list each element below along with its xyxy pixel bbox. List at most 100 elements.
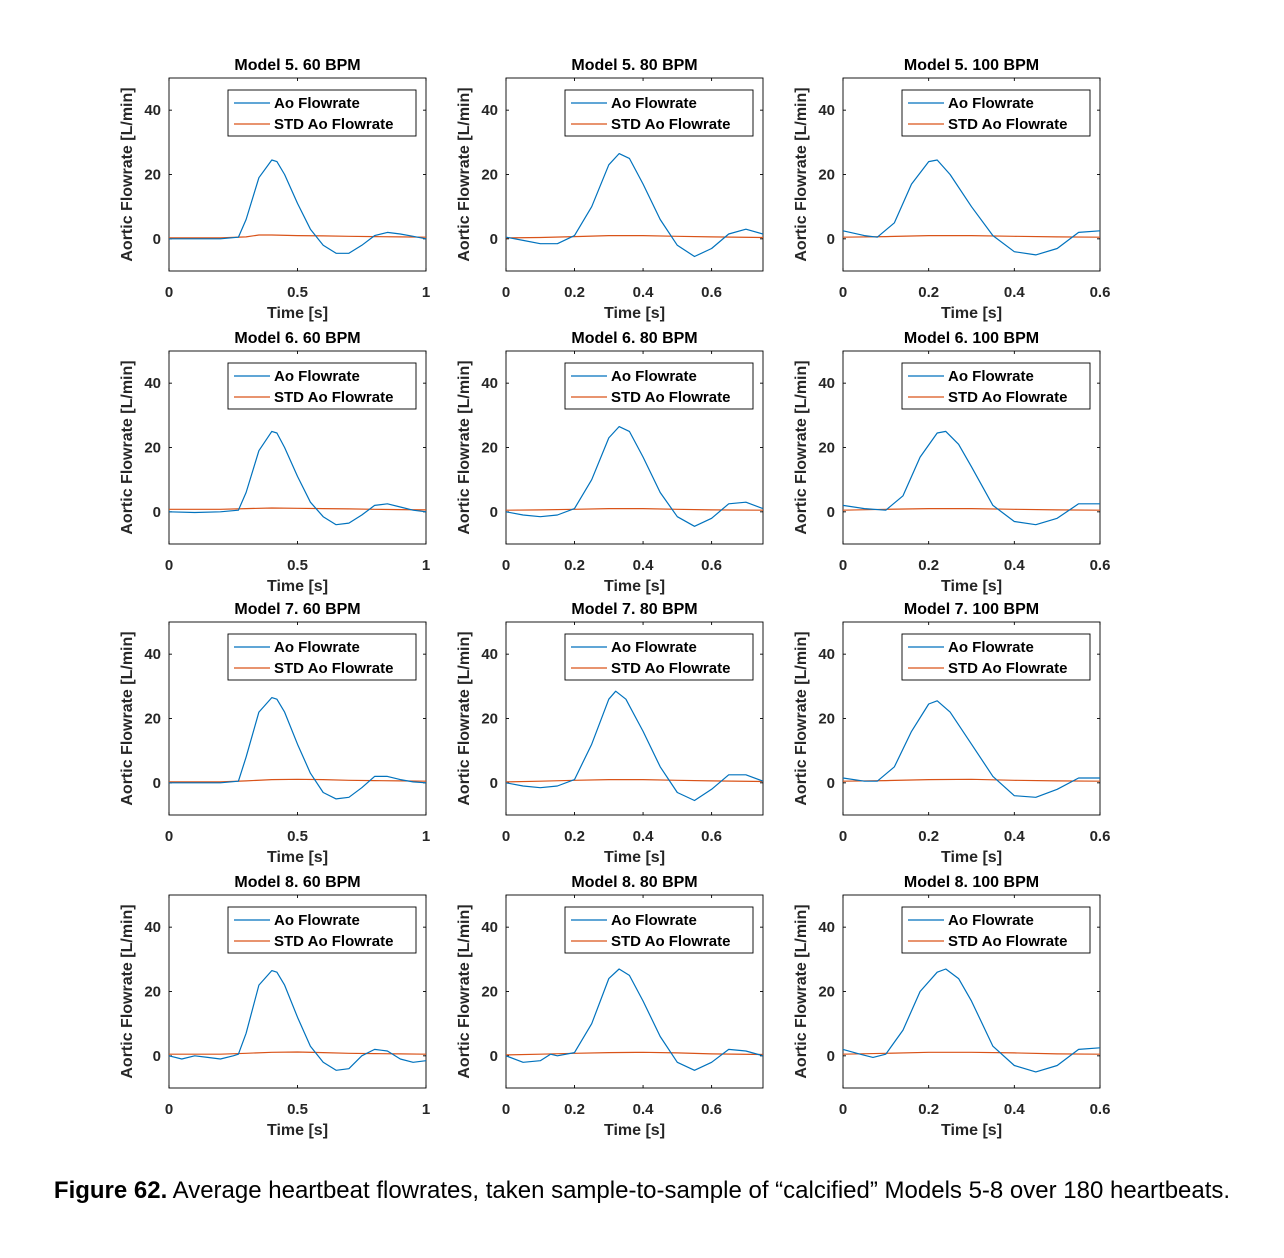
y-tick-label: 0 <box>490 775 498 792</box>
y-tick-label: 0 <box>153 231 161 248</box>
legend-label: STD Ao Flowrate <box>611 933 730 950</box>
x-axis-label: Time [s] <box>941 578 1002 595</box>
y-axis-label: Aortic Flowrate [L/min] <box>119 87 136 261</box>
legend-label: STD Ao Flowrate <box>274 933 393 950</box>
subplot-9: 0 0.2 0.4 0.6 0 20 40 Model 7. 100 BPM Time [s] A… <box>793 601 1110 866</box>
x-tick-label: 0.4 <box>633 1101 655 1118</box>
x-tick-label: 0.5 <box>287 828 308 845</box>
legend-box <box>901 633 1091 681</box>
x-tick-label: 0.5 <box>287 1101 308 1118</box>
series-line-ao-flowrate <box>842 430 1100 526</box>
x-tick-label: 0.2 <box>918 284 939 301</box>
subplot-title: Model 7. 100 BPM <box>904 601 1039 618</box>
y-tick-label: 20 <box>481 440 498 457</box>
y-tick-label: 40 <box>818 102 835 119</box>
subplot-title: Model 8. 80 BPM <box>571 874 697 891</box>
subplot-12: 0 0.2 0.4 0.6 0 20 40 Model 8. 100 BPM Time [s] A… <box>793 874 1110 1139</box>
x-tick-label: 0.4 <box>1004 1101 1026 1118</box>
x-tick-label: 0.2 <box>918 1101 939 1118</box>
legend: Ao Flowrate STD Ao Flowrate <box>901 362 1091 410</box>
y-tick-label: 40 <box>481 102 498 119</box>
subplot-7: 0 0.5 1 0 20 40 Model 7. 60 BPM Time [s] Aortic … <box>119 601 430 866</box>
series-line-ao-flowrate <box>842 968 1101 1073</box>
x-axis-label: Time [s] <box>267 849 328 866</box>
y-tick-label: 0 <box>490 504 498 521</box>
subplot-title: Model 6. 80 BPM <box>571 330 697 347</box>
series-line-ao-flowrate <box>505 153 764 258</box>
legend: Ao Flowrate STD Ao Flowrate <box>564 633 754 681</box>
series-line-ao-flowrate <box>169 696 427 800</box>
y-axis-label: Aortic Flowrate [L/min] <box>119 631 136 805</box>
caption-text: Average heartbeat flowrates, taken sampl… <box>172 1177 1231 1204</box>
y-tick-label: 40 <box>818 375 835 392</box>
x-tick-label: 0.2 <box>564 284 585 301</box>
legend: Ao Flowrate STD Ao Flowrate <box>227 89 417 137</box>
y-tick-label: 20 <box>144 440 161 457</box>
y-tick-label: 20 <box>481 167 498 184</box>
x-axis-label: Time [s] <box>604 849 665 866</box>
x-tick-label: 0.2 <box>918 828 939 845</box>
x-tick-label: 0 <box>839 557 847 574</box>
y-tick-label: 40 <box>481 919 498 936</box>
subplot-8: 0 0.2 0.4 0.6 0 20 40 Model 7. 80 BPM Time [s] Ao… <box>456 601 764 866</box>
legend-label: STD Ao Flowrate <box>274 116 393 133</box>
x-axis-label: Time [s] <box>941 849 1002 866</box>
subplot-4: 0 0.5 1 0 20 40 Model 6. 60 BPM Time [s] Aortic … <box>119 330 430 595</box>
legend-label: STD Ao Flowrate <box>274 389 393 406</box>
y-tick-label: 40 <box>818 919 835 936</box>
series-line-ao-flowrate <box>842 700 1100 798</box>
subplot-title: Model 8. 100 BPM <box>904 874 1039 891</box>
y-tick-label: 0 <box>490 1048 498 1065</box>
y-tick-label: 20 <box>818 440 835 457</box>
subplot-11: 0 0.2 0.4 0.6 0 20 40 Model 8. 80 BPM Time [s] Ao… <box>456 874 764 1139</box>
x-tick-label: 0 <box>502 284 510 301</box>
series-line-std-ao-flowrate <box>505 1051 764 1056</box>
x-axis-label: Time [s] <box>267 1122 328 1139</box>
legend: Ao Flowrate STD Ao Flowrate <box>901 633 1091 681</box>
x-tick-label: 0.6 <box>701 828 722 845</box>
x-tick-label: 0.4 <box>1004 284 1026 301</box>
legend-label: Ao Flowrate <box>274 95 360 112</box>
x-tick-label: 0.2 <box>564 828 585 845</box>
y-axis-label: Aortic Flowrate [L/min] <box>456 904 473 1078</box>
legend-box <box>564 362 754 410</box>
legend-label: Ao Flowrate <box>611 639 697 656</box>
series-line-std-ao-flowrate <box>505 235 764 239</box>
y-axis-label: Aortic Flowrate [L/min] <box>119 904 136 1078</box>
figure-caption: Figure 62. Average heartbeat flowrates, … <box>0 1176 1284 1205</box>
series-line-std-ao-flowrate <box>505 778 764 783</box>
legend-label: Ao Flowrate <box>948 95 1034 112</box>
subplot-title: Model 7. 80 BPM <box>571 601 697 618</box>
subplot-10: 0 0.5 1 0 20 40 Model 8. 60 BPM Time [s] Aortic … <box>119 874 430 1139</box>
y-axis-label: Aortic Flowrate [L/min] <box>456 360 473 534</box>
legend-label: STD Ao Flowrate <box>611 116 730 133</box>
x-tick-label: 0.6 <box>1090 284 1111 301</box>
series-line-std-ao-flowrate <box>505 508 764 511</box>
x-tick-label: 0 <box>839 284 847 301</box>
y-tick-label: 20 <box>481 984 498 1001</box>
series-line-ao-flowrate <box>505 426 764 527</box>
subplot-title: Model 5. 100 BPM <box>904 57 1039 74</box>
subplot-6: 0 0.2 0.4 0.6 0 20 40 Model 6. 100 BPM Time [s] A… <box>793 330 1110 595</box>
y-tick-label: 40 <box>144 919 161 936</box>
legend-box <box>227 89 417 137</box>
x-tick-label: 0.4 <box>633 557 655 574</box>
y-tick-label: 20 <box>481 711 498 728</box>
x-tick-label: 1 <box>422 1101 430 1118</box>
x-tick-label: 0.6 <box>701 557 722 574</box>
x-tick-label: 0.6 <box>1090 1101 1111 1118</box>
legend-box <box>564 633 754 681</box>
y-axis-label: Aortic Flowrate [L/min] <box>793 631 810 805</box>
x-axis-label: Time [s] <box>941 305 1002 322</box>
x-tick-label: 0 <box>839 828 847 845</box>
y-axis-label: Aortic Flowrate [L/min] <box>793 360 810 534</box>
legend-box <box>564 906 754 954</box>
x-tick-label: 0.4 <box>633 828 655 845</box>
series-line-ao-flowrate <box>505 968 764 1071</box>
series-line-std-ao-flowrate <box>842 235 1101 238</box>
legend-label: STD Ao Flowrate <box>274 660 393 677</box>
y-axis-label: Aortic Flowrate [L/min] <box>119 360 136 534</box>
subplot-title: Model 6. 60 BPM <box>234 330 360 347</box>
y-tick-label: 0 <box>153 1048 161 1065</box>
legend-label: Ao Flowrate <box>948 912 1034 929</box>
